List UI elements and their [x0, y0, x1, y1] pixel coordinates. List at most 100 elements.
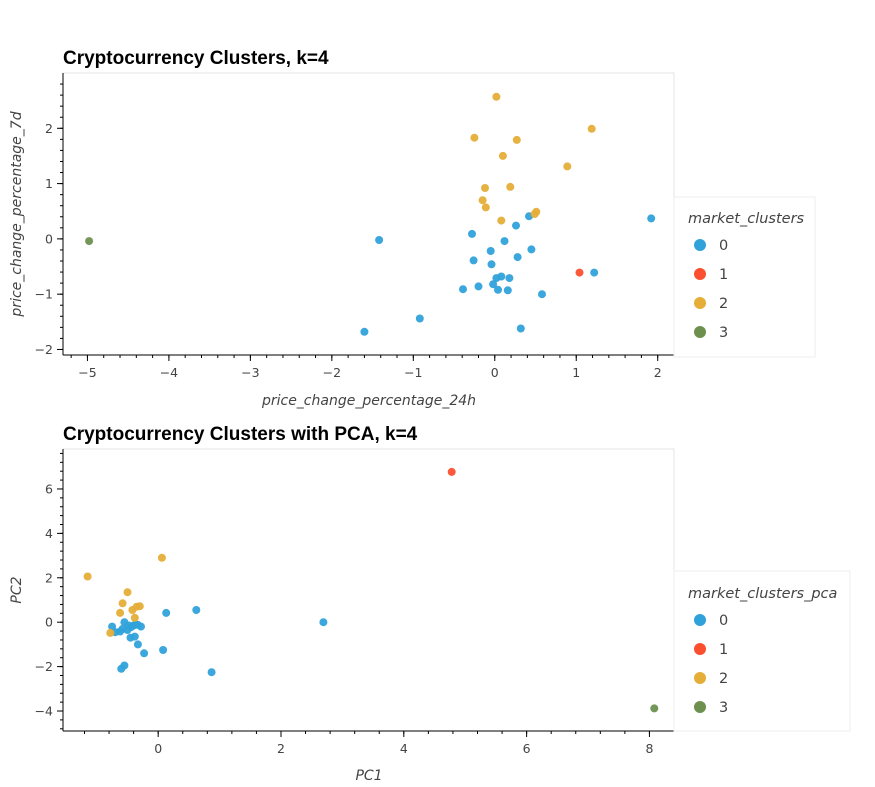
- chart-1-point-cluster-0-11[interactable]: [494, 285, 502, 294]
- chart-2-point-cluster-0-17[interactable]: [140, 649, 149, 658]
- chart-1-point-cluster-0-21[interactable]: [538, 290, 546, 299]
- chart-2-point-cluster-2-7[interactable]: [135, 602, 144, 611]
- chart-1-point-cluster-2-1[interactable]: [470, 133, 479, 142]
- chart-1-point-cluster-0-3[interactable]: [468, 229, 476, 238]
- chart-1-point-cluster-0-9[interactable]: [489, 280, 498, 289]
- chart-1-legend-item-3[interactable]: 3: [694, 325, 728, 341]
- chart-1-x-tick-label: −2: [323, 365, 341, 380]
- chart-1-point-cluster-3-0[interactable]: [85, 237, 94, 246]
- chart-2-point-cluster-0-21[interactable]: [207, 668, 216, 677]
- chart-2-point-cluster-2-9[interactable]: [106, 628, 115, 637]
- chart-2-point-cluster-0-11[interactable]: [137, 622, 145, 631]
- chart-1-point-cluster-0-8[interactable]: [487, 260, 496, 269]
- chart-2-legend-swatch-3: [694, 701, 706, 713]
- chart-1-plot-area[interactable]: [62, 72, 675, 356]
- chart-1-x-tick-label: 0: [491, 365, 499, 380]
- chart-1-point-cluster-0-6[interactable]: [474, 282, 483, 291]
- chart-1-legend-item-2[interactable]: 2: [694, 296, 728, 312]
- chart-1-point-cluster-0-16[interactable]: [512, 221, 520, 230]
- chart-1-y-tick-label: 0: [45, 231, 53, 246]
- chart-1-point-cluster-0-20[interactable]: [527, 245, 536, 254]
- chart-2-y-axis-title: PC2: [9, 576, 25, 603]
- chart-2-point-cluster-0-20[interactable]: [192, 606, 201, 614]
- chart-1-legend-swatch-3: [694, 326, 706, 338]
- chart-1-x-axis-title: price_change_percentage_24h: [261, 393, 476, 409]
- chart-2-point-cluster-0-19[interactable]: [162, 608, 171, 617]
- chart-1-point-cluster-2-4[interactable]: [498, 151, 507, 160]
- chart-1-legend-item-1[interactable]: 1: [694, 267, 728, 283]
- chart-1-point-cluster-0-23[interactable]: [647, 214, 656, 223]
- chart-2-y-tick-label: 2: [45, 570, 53, 585]
- chart-2-point-cluster-2-4[interactable]: [116, 608, 125, 617]
- chart-1-legend-swatch-1: [694, 268, 706, 280]
- chart-1-point-cluster-0-12[interactable]: [497, 272, 506, 281]
- chart-1-point-cluster-0-7[interactable]: [486, 247, 495, 255]
- chart-2-legend-item-0[interactable]: 0: [694, 613, 728, 629]
- chart-1-point-cluster-2-8[interactable]: [478, 196, 487, 205]
- chart-2-point-cluster-0-22[interactable]: [319, 618, 328, 627]
- chart-1-point-cluster-2-7[interactable]: [506, 182, 515, 191]
- chart-2-y-tick-label: −4: [35, 704, 53, 719]
- chart-1-point-cluster-0-2[interactable]: [375, 236, 384, 244]
- chart-2-legend: market_clusters_pca 0 1 2 3: [673, 570, 851, 732]
- chart-2-legend-label-2: 2: [719, 671, 728, 687]
- chart-1-x-tick-label: −1: [404, 365, 422, 380]
- chart-2-y-tick-label: 6: [45, 481, 53, 496]
- chart-1-point-cluster-0-5[interactable]: [459, 285, 467, 294]
- chart-2-point-cluster-3-0[interactable]: [650, 704, 659, 713]
- chart-2-point-cluster-0-18[interactable]: [159, 646, 168, 654]
- chart-1-point-cluster-0-4[interactable]: [469, 256, 478, 265]
- chart-1-point-cluster-2-5[interactable]: [563, 162, 572, 171]
- chart-2-legend-item-2[interactable]: 2: [694, 671, 728, 687]
- chart-1-x-tick-label: −4: [160, 365, 178, 380]
- chart-1-point-cluster-0-17[interactable]: [513, 253, 522, 262]
- chart-1-x-tick-label: 1: [572, 365, 580, 380]
- chart-1-legend-label-1: 1: [719, 267, 728, 283]
- chart-1-point-cluster-1-0[interactable]: [575, 268, 584, 277]
- chart-1-point-cluster-2-0[interactable]: [492, 92, 501, 101]
- chart-2-x-tick-label: 0: [154, 741, 162, 756]
- chart-2-point-cluster-2-2[interactable]: [123, 588, 132, 597]
- chart-1-point-cluster-0-22[interactable]: [590, 268, 599, 277]
- chart-2-point-cluster-2-1[interactable]: [157, 553, 166, 562]
- chart-2-point-cluster-2-0[interactable]: [83, 572, 92, 581]
- chart-2-plot-area[interactable]: [62, 448, 675, 732]
- chart-1-point-cluster-2-2[interactable]: [512, 135, 521, 144]
- chart-2-legend-item-1[interactable]: 1: [694, 642, 728, 658]
- chart-1-point-cluster-0-0[interactable]: [360, 327, 369, 336]
- chart-1-y-tick-label: −1: [35, 287, 53, 302]
- chart-1-x-tick-label: −3: [241, 365, 259, 380]
- chart-2-point-cluster-0-14[interactable]: [133, 640, 142, 649]
- chart-2-point-cluster-2-8[interactable]: [130, 613, 139, 622]
- chart-1-legend-label-0: 0: [719, 238, 728, 254]
- chart-1-title: Cryptocurrency Clusters, k=4: [63, 48, 329, 69]
- chart-1-axes: −5 −4 −3 −2 −1 0 1 2 −2 −1 0 1 2: [35, 73, 674, 380]
- chart-1-x-tick-label: −5: [78, 365, 96, 380]
- chart-1-point-cluster-0-18[interactable]: [516, 324, 525, 333]
- chart-1-point-cluster-0-1[interactable]: [415, 314, 424, 323]
- chart-1-point-cluster-2-6[interactable]: [481, 184, 489, 192]
- chart-2-point-cluster-0-16[interactable]: [117, 664, 126, 673]
- chart-2-legend-swatch-2: [694, 672, 706, 684]
- chart-2-x-axis-title: PC1: [355, 768, 382, 784]
- chart-2-point-cluster-1-0[interactable]: [447, 467, 456, 476]
- chart-2-legend-label-1: 1: [719, 642, 728, 658]
- chart-1-legend-label-3: 3: [719, 325, 728, 341]
- chart-1-point-cluster-0-15[interactable]: [505, 274, 514, 283]
- chart-1-point-cluster-2-3[interactable]: [587, 124, 596, 133]
- chart-1-point-cluster-0-14[interactable]: [503, 286, 512, 295]
- chart-1-y-tick-label: 1: [45, 176, 53, 191]
- chart-1-point-cluster-2-9[interactable]: [481, 203, 490, 212]
- chart-2-point-cluster-0-13[interactable]: [130, 632, 139, 641]
- chart-1-y-tick-label: −2: [35, 342, 53, 357]
- chart-2-y-tick-label: 0: [45, 615, 53, 630]
- chart-2-legend-item-3[interactable]: 3: [694, 700, 728, 716]
- chart-1-point-cluster-2-10[interactable]: [497, 216, 506, 225]
- chart-2-y-tick-label: 4: [45, 526, 53, 541]
- chart-2-point-cluster-2-3[interactable]: [118, 599, 127, 608]
- chart-1-point-cluster-2-12[interactable]: [530, 210, 539, 218]
- chart-1-legend-item-0[interactable]: 0: [694, 238, 728, 254]
- chart-1-point-cluster-0-13[interactable]: [500, 237, 509, 246]
- chart-1-x-tick-label: 2: [654, 365, 662, 380]
